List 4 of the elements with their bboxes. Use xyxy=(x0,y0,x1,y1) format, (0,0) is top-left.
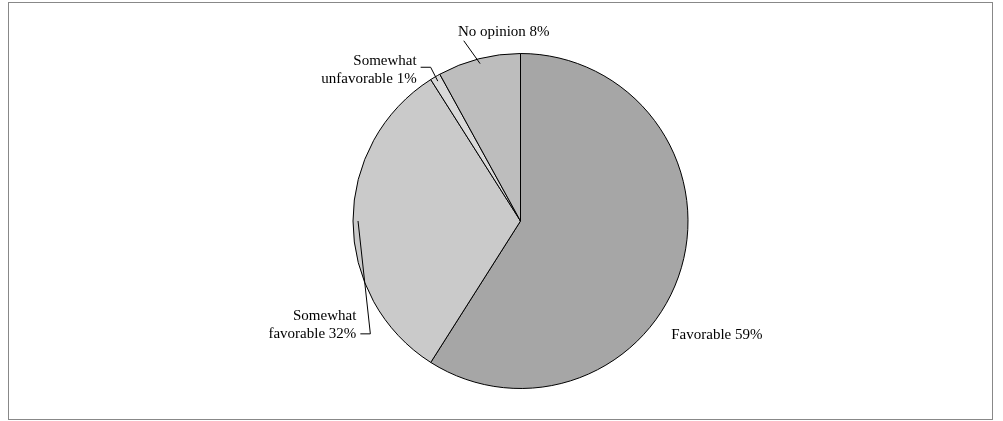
slice-label: No opinion 8% xyxy=(457,22,550,39)
slice-label: Somewhat favorable 32% xyxy=(268,306,358,341)
slice-label: Somewhat unfavorable 1% xyxy=(321,52,418,87)
slice-label: Favorable 59% xyxy=(671,325,763,342)
